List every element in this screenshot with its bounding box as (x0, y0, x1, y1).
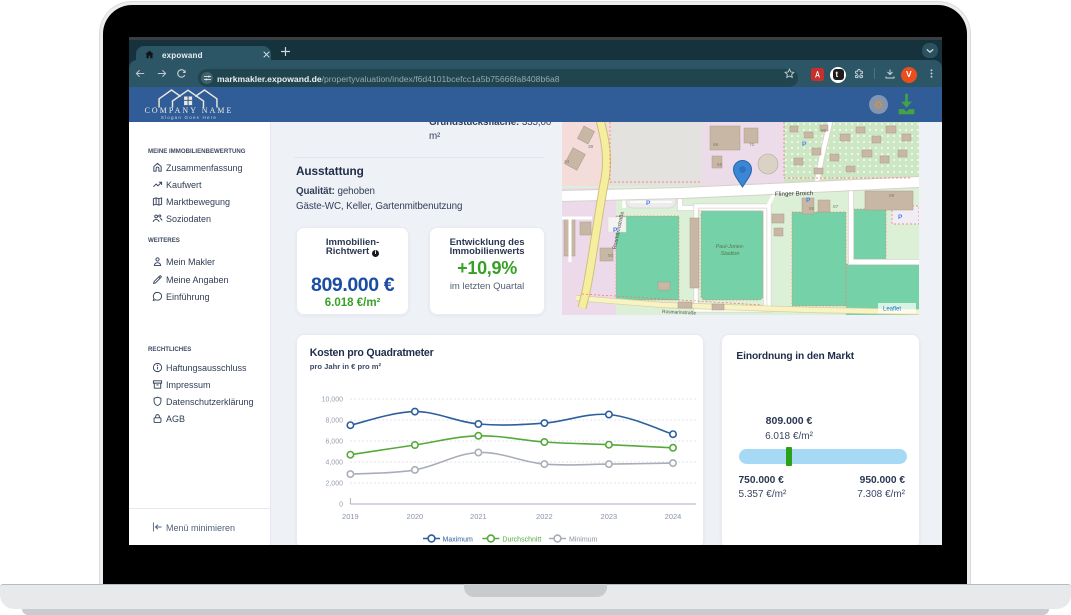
svg-text:2023: 2023 (600, 512, 617, 521)
svg-text:2,000: 2,000 (325, 481, 343, 488)
svg-text:P: P (802, 141, 807, 148)
svg-text:2021: 2021 (470, 512, 487, 521)
svg-text:80: 80 (821, 128, 827, 134)
svg-text:Durchschnitt: Durchschnitt (502, 536, 541, 543)
svg-text:34: 34 (564, 159, 570, 165)
svg-text:90: 90 (608, 253, 614, 259)
svg-text:85: 85 (809, 206, 815, 212)
svg-text:8,000: 8,000 (325, 418, 343, 425)
svg-text:2022: 2022 (536, 512, 553, 521)
svg-text:Minimum: Minimum (569, 536, 598, 543)
svg-text:70: 70 (749, 142, 755, 148)
svg-text:68: 68 (717, 162, 723, 168)
svg-text:2020: 2020 (406, 512, 423, 521)
svg-text:87: 87 (833, 204, 839, 210)
svg-text:Leaflet: Leaflet (883, 307, 901, 313)
svg-text:Stadion: Stadion (721, 251, 740, 257)
svg-text:Maximum: Maximum (442, 536, 473, 543)
svg-text:Paul-Jones-: Paul-Jones- (716, 244, 745, 250)
svg-text:2024: 2024 (664, 512, 681, 521)
svg-text:39: 39 (588, 144, 594, 150)
svg-text:P: P (646, 200, 651, 207)
svg-text:89: 89 (889, 193, 895, 199)
svg-text:2019: 2019 (342, 512, 359, 521)
svg-text:6,000: 6,000 (325, 439, 343, 446)
svg-text:P: P (613, 227, 618, 234)
svg-text:P: P (806, 197, 811, 204)
svg-text:P: P (898, 214, 903, 221)
svg-text:66: 66 (713, 142, 719, 148)
svg-text:Flinger Broich: Flinger Broich (775, 190, 814, 198)
svg-text:0: 0 (339, 502, 343, 509)
svg-text:4,000: 4,000 (325, 460, 343, 467)
svg-text:Rosmarinstraße: Rosmarinstraße (662, 309, 697, 315)
svg-text:10,000: 10,000 (321, 397, 343, 404)
